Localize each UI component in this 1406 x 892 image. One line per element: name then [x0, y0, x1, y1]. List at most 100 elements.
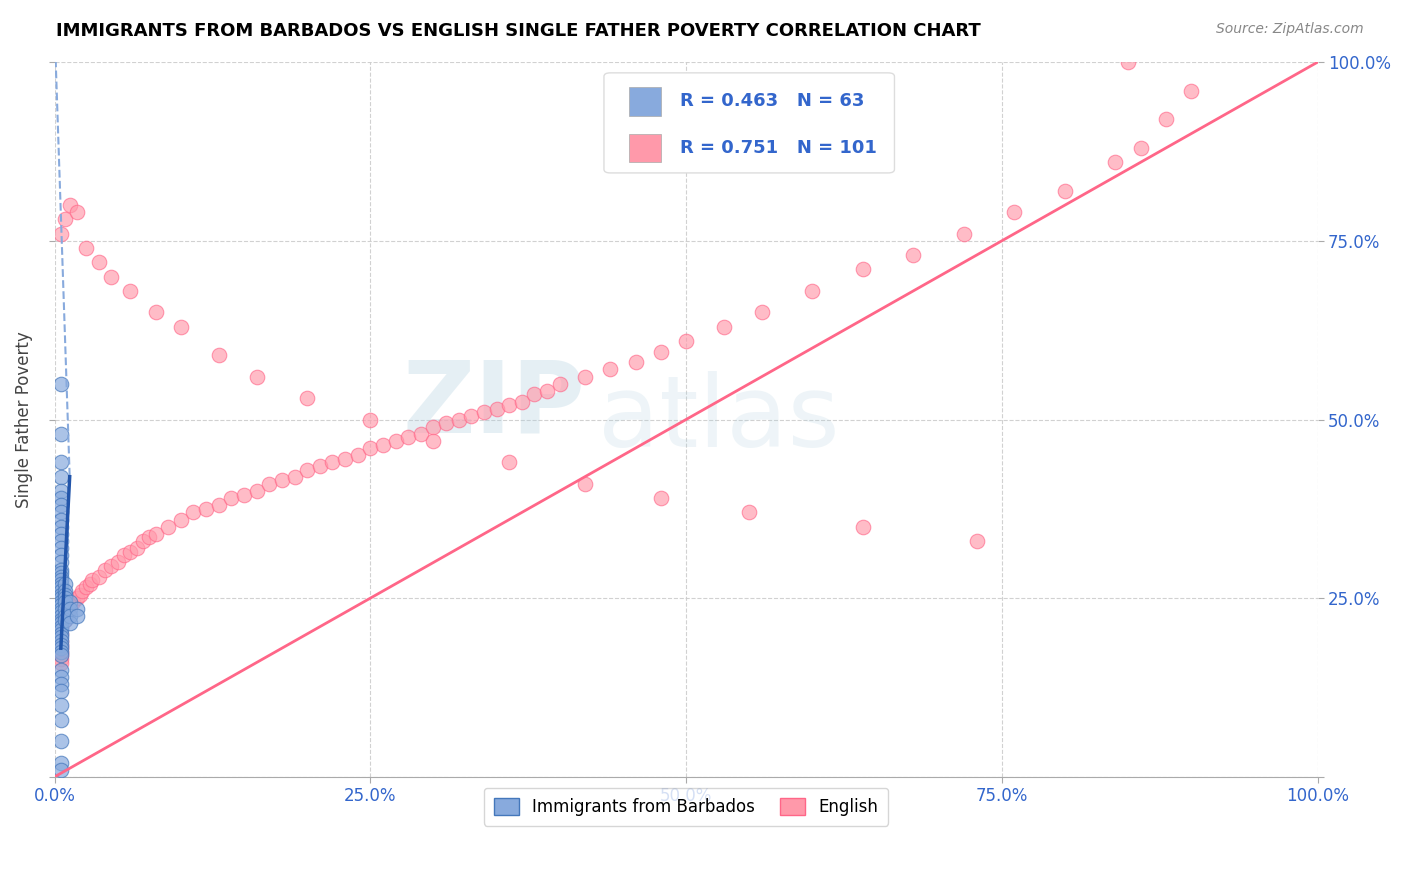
Point: [49, 227, 72, 241]
Point: [49, 426, 72, 441]
Point: [333, 451, 356, 466]
Point: [1104, 155, 1126, 169]
Point: [53, 613, 76, 627]
Point: [49, 588, 72, 602]
Point: [49, 624, 72, 638]
Point: [751, 305, 773, 319]
Point: [498, 455, 520, 469]
Point: [49, 491, 72, 505]
Point: [170, 512, 193, 526]
Point: [49, 570, 72, 584]
Point: [574, 369, 596, 384]
Point: [107, 556, 129, 570]
Point: [53, 613, 76, 627]
Point: [738, 505, 761, 519]
Point: [59, 198, 82, 212]
Point: [157, 519, 180, 533]
Point: [49, 469, 72, 483]
Point: [59, 609, 82, 624]
Point: [125, 541, 148, 556]
Point: [49, 563, 72, 577]
Point: [49, 498, 72, 512]
Point: [100, 559, 122, 574]
Point: [49, 599, 72, 613]
Point: [59, 602, 82, 616]
Point: [246, 483, 269, 498]
Point: [308, 458, 330, 473]
Point: [460, 409, 482, 423]
Point: [49, 641, 72, 656]
Point: [53, 577, 76, 591]
Point: [384, 434, 406, 448]
Legend: Immigrants from Barbados, English: Immigrants from Barbados, English: [484, 788, 889, 826]
Point: [713, 319, 735, 334]
Point: [233, 487, 256, 501]
Point: [87, 255, 110, 269]
Point: [49, 684, 72, 698]
Point: [49, 756, 72, 770]
Point: [62, 595, 84, 609]
Point: [49, 713, 72, 727]
Point: [903, 248, 925, 262]
Point: [49, 627, 72, 641]
Point: [49, 609, 72, 624]
Point: [66, 205, 89, 219]
Point: [49, 455, 72, 469]
Point: [49, 595, 72, 609]
Point: [49, 670, 72, 684]
Text: Source: ZipAtlas.com: Source: ZipAtlas.com: [1216, 22, 1364, 37]
FancyBboxPatch shape: [630, 134, 661, 162]
Point: [49, 577, 72, 591]
Point: [447, 412, 470, 426]
Point: [100, 269, 122, 284]
Point: [49, 616, 72, 631]
Point: [510, 394, 533, 409]
Point: [49, 584, 72, 599]
Point: [246, 369, 269, 384]
Point: [49, 519, 72, 533]
Point: [49, 613, 72, 627]
Text: R = 0.463   N = 63: R = 0.463 N = 63: [679, 93, 865, 111]
Point: [49, 602, 72, 616]
Point: [422, 419, 444, 434]
Point: [53, 584, 76, 599]
Text: ZIP: ZIP: [402, 357, 585, 454]
Point: [49, 638, 72, 652]
Point: [132, 534, 155, 549]
Point: [208, 498, 231, 512]
Point: [75, 241, 97, 255]
Point: [183, 505, 205, 519]
Point: [49, 645, 72, 659]
Point: [283, 469, 305, 483]
Point: [49, 663, 72, 677]
Point: [66, 591, 89, 606]
Point: [66, 602, 89, 616]
Point: [536, 384, 558, 398]
Point: [112, 549, 135, 563]
Point: [221, 491, 243, 505]
Point: [56, 606, 79, 620]
Point: [75, 581, 97, 595]
Point: [409, 426, 432, 441]
Point: [599, 362, 621, 376]
Point: [650, 491, 672, 505]
Point: [49, 566, 72, 581]
Point: [574, 476, 596, 491]
Point: [49, 505, 72, 519]
Point: [371, 437, 394, 451]
Text: atlas: atlas: [598, 371, 839, 468]
Point: [49, 581, 72, 595]
Point: [49, 526, 72, 541]
Point: [1004, 205, 1026, 219]
Point: [257, 476, 280, 491]
Point: [49, 656, 72, 670]
Point: [270, 473, 292, 487]
Point: [1129, 141, 1152, 155]
Point: [59, 599, 82, 613]
Point: [624, 355, 647, 369]
Point: [53, 588, 76, 602]
Point: [49, 556, 72, 570]
Point: [49, 627, 72, 641]
Point: [72, 584, 94, 599]
Point: [53, 212, 76, 227]
